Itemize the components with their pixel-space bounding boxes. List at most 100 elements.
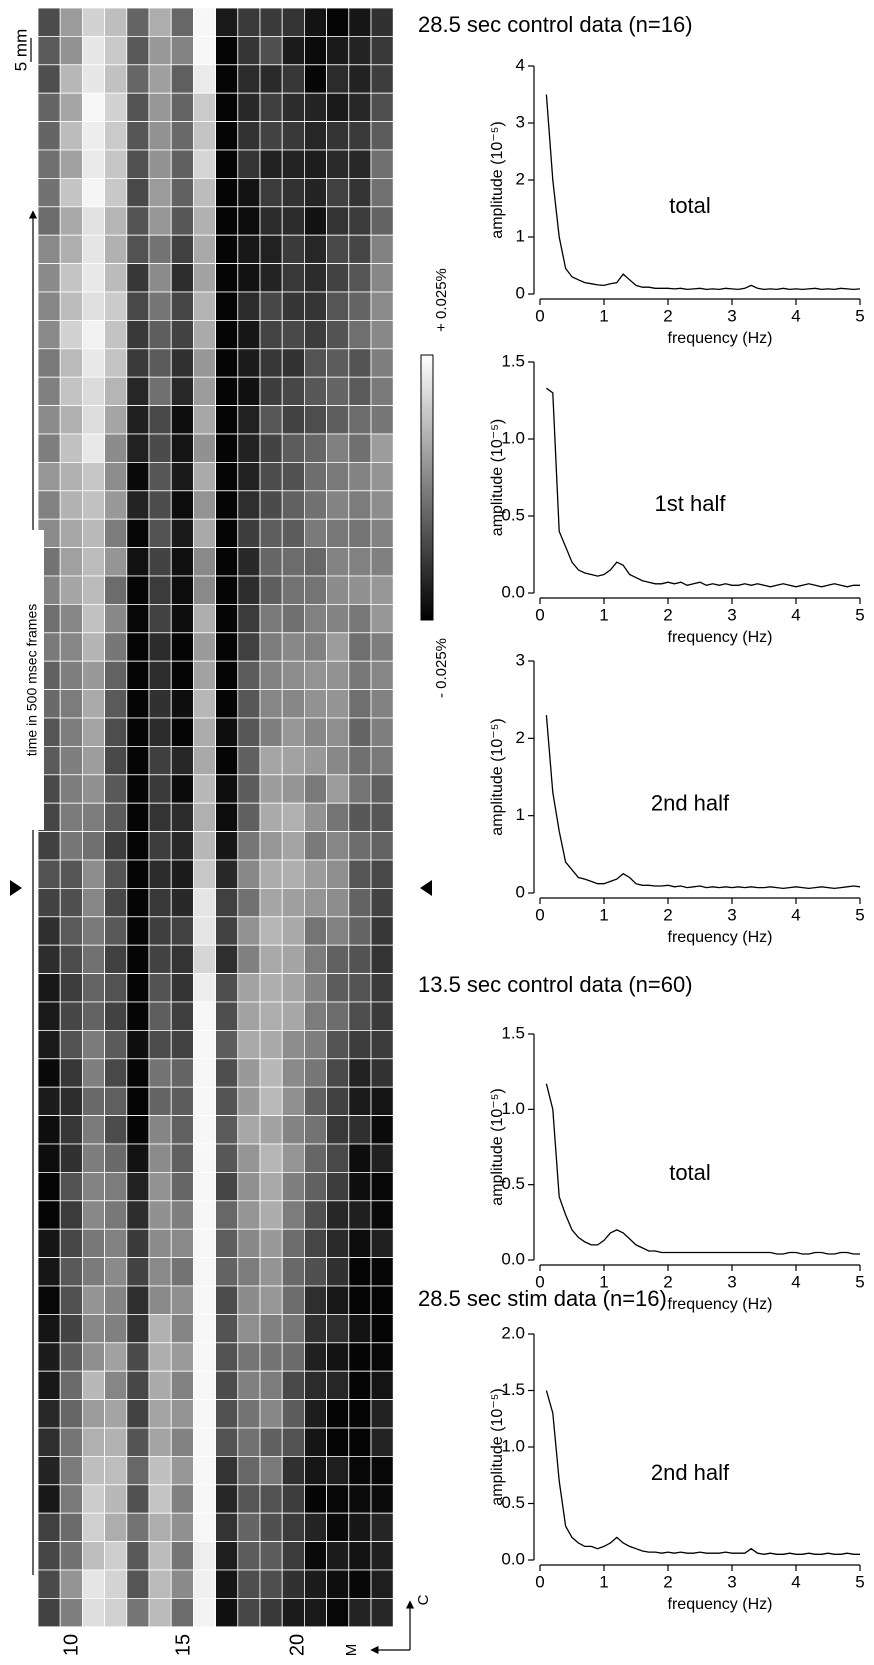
image-tile (303, 149, 327, 179)
y-tick-label: 0 (516, 882, 525, 901)
image-tile (82, 149, 106, 179)
image-tile (37, 1172, 61, 1202)
image-tile (37, 1115, 61, 1145)
image-tile (104, 1001, 128, 1031)
image-tile (237, 1115, 261, 1145)
image-tile (259, 1115, 283, 1145)
y-tick-label: 1.5 (501, 1380, 525, 1399)
image-tile (215, 1314, 239, 1344)
image-tile (192, 1541, 216, 1571)
image-tile (303, 405, 327, 435)
image-tile (170, 1200, 194, 1230)
image-tile (192, 916, 216, 946)
image-tile (303, 632, 327, 662)
image-tile (59, 1115, 83, 1145)
image-tile (37, 64, 61, 94)
image-tile (370, 1314, 394, 1344)
image-tile (326, 660, 350, 691)
x-tick-label: 3 (727, 905, 736, 924)
image-tile (326, 348, 350, 378)
axis-c: C (415, 1594, 432, 1605)
image-tile (215, 575, 239, 605)
image-tile (126, 1143, 150, 1173)
image-tile (148, 1030, 172, 1060)
image-tile (326, 944, 350, 975)
image-tile (148, 64, 172, 94)
image-tile (148, 973, 172, 1003)
image-tile (259, 36, 283, 66)
image-tile (59, 376, 83, 407)
image-tile (170, 376, 194, 407)
x-tick-label: 3 (727, 1572, 736, 1591)
image-tile (348, 689, 372, 719)
image-tile (104, 7, 128, 37)
image-tile (348, 1086, 372, 1116)
image-tile (148, 319, 172, 350)
image-tile (237, 1285, 261, 1315)
image-tile (326, 547, 350, 577)
image-tile (170, 121, 194, 151)
image-tile (104, 1228, 128, 1258)
image-tile (215, 916, 239, 946)
image-tile (126, 1512, 150, 1542)
image-tile (170, 632, 194, 662)
image-tile (303, 831, 327, 861)
image-tile (37, 1086, 61, 1116)
image-tile (348, 1541, 372, 1571)
image-tile (259, 348, 283, 378)
image-tile (170, 405, 194, 435)
y-tick-label: 0 (516, 283, 525, 302)
image-tile (126, 291, 150, 321)
marker-right (420, 880, 432, 896)
image-tile (303, 64, 327, 94)
image-tile (170, 461, 194, 492)
image-tile (82, 944, 106, 975)
image-tile (104, 1086, 128, 1116)
image-tile (37, 376, 61, 407)
image-tile (348, 518, 372, 549)
image-tile (37, 1484, 61, 1514)
image-tile (126, 1030, 150, 1060)
image-tile (104, 36, 128, 66)
image-tile (259, 746, 283, 776)
image-tile (281, 774, 305, 804)
label-bg (22, 530, 44, 830)
image-tile (192, 604, 216, 634)
image-tile (259, 149, 283, 179)
image-tile (215, 1512, 239, 1542)
image-tile (237, 490, 261, 520)
image-tile (104, 1399, 128, 1429)
image-tile (370, 149, 394, 179)
image-tile (326, 1569, 350, 1599)
x-tick-label: 2 (663, 306, 672, 325)
image-tile (37, 888, 61, 918)
image-tile (148, 604, 172, 634)
image-tile (281, 717, 305, 747)
image-tile (126, 888, 150, 918)
image-tile (237, 1030, 261, 1060)
image-tile (303, 1200, 327, 1230)
image-tile (126, 1541, 150, 1571)
image-tile (104, 1314, 128, 1344)
image-tile (348, 121, 372, 151)
image-tile (303, 1314, 327, 1344)
image-tile (215, 1001, 239, 1031)
image-tile (303, 433, 327, 463)
x-axis-label: frequency (Hz) (668, 330, 773, 347)
image-tile (281, 1058, 305, 1088)
image-tile (237, 64, 261, 94)
image-tile (170, 689, 194, 719)
image-tile (104, 1370, 128, 1400)
image-tile (370, 92, 394, 122)
image-tile (326, 1314, 350, 1344)
image-tile (259, 92, 283, 122)
image-tile (82, 234, 106, 264)
image-tile (82, 1342, 106, 1372)
image-tile (348, 92, 372, 122)
image-tile (82, 859, 106, 889)
image-tile (370, 632, 394, 662)
image-tile (215, 547, 239, 577)
image-tile (370, 689, 394, 719)
image-tile (148, 1314, 172, 1344)
image-tile (237, 746, 261, 776)
